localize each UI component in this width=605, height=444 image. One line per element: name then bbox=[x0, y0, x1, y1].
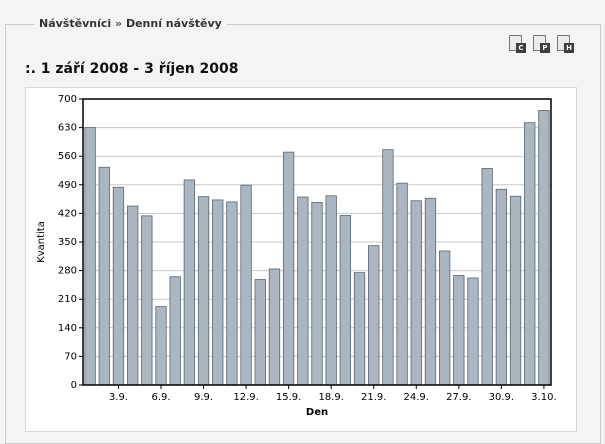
y-tick-label: 280 bbox=[58, 266, 77, 277]
x-tick-label: 18.9. bbox=[318, 392, 343, 403]
bar bbox=[126, 205, 139, 386]
bar bbox=[438, 250, 451, 386]
y-tick-label: 350 bbox=[58, 237, 77, 248]
bar bbox=[112, 186, 125, 386]
x-tick-label: 3.10. bbox=[531, 392, 556, 403]
bar bbox=[240, 184, 252, 386]
y-tick-label: 70 bbox=[64, 351, 77, 362]
x-tick-label: 6.9. bbox=[151, 392, 170, 403]
y-tick-label: 140 bbox=[58, 323, 77, 334]
export-c-letter: C bbox=[516, 43, 526, 53]
breadcrumb: Návštěvníci » Denní návštěvy bbox=[34, 17, 227, 30]
plot-frame bbox=[82, 98, 552, 386]
y-tick-label: 700 bbox=[58, 94, 77, 105]
x-tick-label: 15.9. bbox=[276, 392, 301, 403]
bar bbox=[495, 188, 508, 386]
y-tick-label: 0 bbox=[71, 380, 77, 391]
y-tick-label: 210 bbox=[58, 294, 77, 305]
y-tick-label: 420 bbox=[58, 208, 77, 219]
breadcrumb-separator: » bbox=[114, 17, 123, 30]
bar bbox=[155, 306, 167, 386]
bar bbox=[183, 179, 196, 386]
bar bbox=[212, 199, 224, 386]
export-c-icon[interactable]: C bbox=[508, 35, 526, 53]
bar bbox=[353, 272, 366, 386]
breadcrumb-current: Denní návštěvy bbox=[125, 17, 222, 30]
bar bbox=[509, 195, 522, 386]
page-title: :. 1 září 2008 - 3 říjen 2008 bbox=[25, 61, 239, 77]
bar bbox=[84, 127, 96, 386]
x-tick-label: 21.9. bbox=[361, 392, 386, 403]
bar bbox=[339, 215, 352, 386]
export-p-icon[interactable]: P bbox=[532, 35, 550, 53]
x-tick-label: 27.9. bbox=[446, 392, 471, 403]
chart-panel: 0 70 140 210 280 350 420 490 560 630 700 3.9. 6.9. 9.… bbox=[25, 87, 577, 432]
y-tick-label: 560 bbox=[58, 151, 77, 162]
bar bbox=[467, 277, 479, 386]
y-axis-label: Kvantita bbox=[36, 221, 47, 263]
bar bbox=[169, 276, 181, 386]
bar bbox=[396, 182, 408, 386]
bar bbox=[325, 195, 337, 386]
export-toolbar: C P H bbox=[508, 35, 574, 53]
export-h-letter: H bbox=[564, 43, 574, 53]
x-tick-label: 24.9. bbox=[404, 392, 429, 403]
bar bbox=[368, 245, 380, 386]
bar bbox=[311, 201, 323, 386]
y-tick-label: 490 bbox=[58, 180, 77, 191]
bar bbox=[268, 268, 281, 386]
bar bbox=[197, 196, 210, 386]
bar bbox=[410, 200, 422, 386]
bar bbox=[141, 215, 153, 386]
breadcrumb-parent[interactable]: Návštěvníci bbox=[39, 17, 112, 30]
bar bbox=[481, 168, 493, 386]
x-tick-label: 9.9. bbox=[194, 392, 213, 403]
bar bbox=[254, 279, 266, 386]
x-axis-label: Den bbox=[306, 407, 328, 418]
bar bbox=[282, 151, 295, 386]
y-tick-label: 630 bbox=[58, 123, 77, 134]
export-p-letter: P bbox=[540, 43, 550, 53]
bar bbox=[226, 201, 238, 386]
x-tick-label: 3.9. bbox=[109, 392, 128, 403]
bar bbox=[524, 122, 536, 386]
x-tick-label: 12.9. bbox=[233, 392, 258, 403]
export-h-icon[interactable]: H bbox=[556, 35, 574, 53]
bar bbox=[453, 275, 465, 386]
bar bbox=[382, 149, 394, 386]
bar-chart: 0 70 140 210 280 350 420 490 560 630 700 3.9. 6.9. 9.… bbox=[36, 94, 557, 418]
bar bbox=[297, 196, 309, 386]
bar bbox=[538, 110, 550, 386]
bar bbox=[424, 197, 437, 386]
x-tick-label: 30.9. bbox=[489, 392, 514, 403]
bar bbox=[98, 166, 110, 386]
